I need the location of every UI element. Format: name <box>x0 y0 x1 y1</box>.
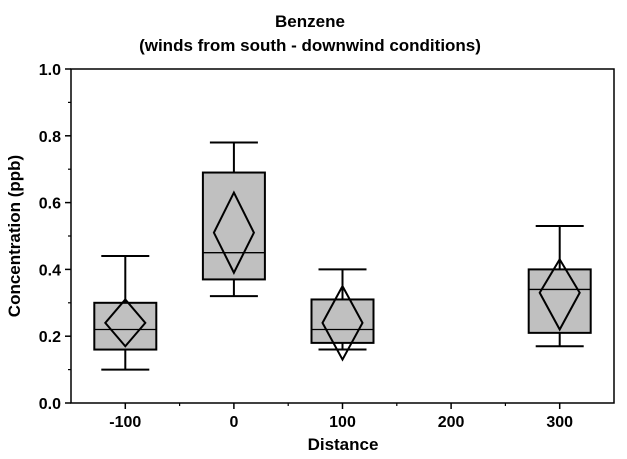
box-group <box>201 141 266 298</box>
iqr-box <box>201 171 266 281</box>
iqr-box <box>310 298 375 344</box>
box-group <box>93 255 158 371</box>
y-tick-label: 0.2 <box>39 329 61 346</box>
chart-subtitle: (winds from south - downwind conditions) <box>139 36 481 55</box>
x-tick-label: 100 <box>329 414 356 431</box>
box-group <box>527 224 592 348</box>
iqr-box <box>527 268 592 334</box>
mean-diamond <box>321 284 364 362</box>
iqr-box <box>93 301 158 351</box>
mean-diamond <box>103 297 147 348</box>
plot-area-frame <box>70 68 615 404</box>
chart-title: Benzene <box>275 12 345 31</box>
x-tick-label: -100 <box>109 414 141 431</box>
box-group <box>310 268 375 362</box>
y-tick-label: 0.8 <box>39 129 61 146</box>
y-tick-label: 0.0 <box>39 396 61 413</box>
mean-diamond <box>538 257 581 332</box>
x-axis: -100 0 100 200 300 <box>109 403 573 431</box>
x-axis-label: Distance <box>308 435 379 454</box>
y-tick-label: 0.6 <box>39 196 61 213</box>
y-tick-label: 0.4 <box>39 262 61 279</box>
x-tick-label: 0 <box>229 414 238 431</box>
box-series <box>93 141 592 371</box>
y-axis: 0.0 0.2 0.4 0.6 0.8 1.0 <box>39 62 71 413</box>
y-axis-label: Concentration (ppb) <box>5 155 24 317</box>
x-tick-label: 200 <box>438 414 465 431</box>
mean-diamond <box>212 190 256 275</box>
x-tick-label: 300 <box>546 414 573 431</box>
y-tick-label: 1.0 <box>39 62 61 79</box>
